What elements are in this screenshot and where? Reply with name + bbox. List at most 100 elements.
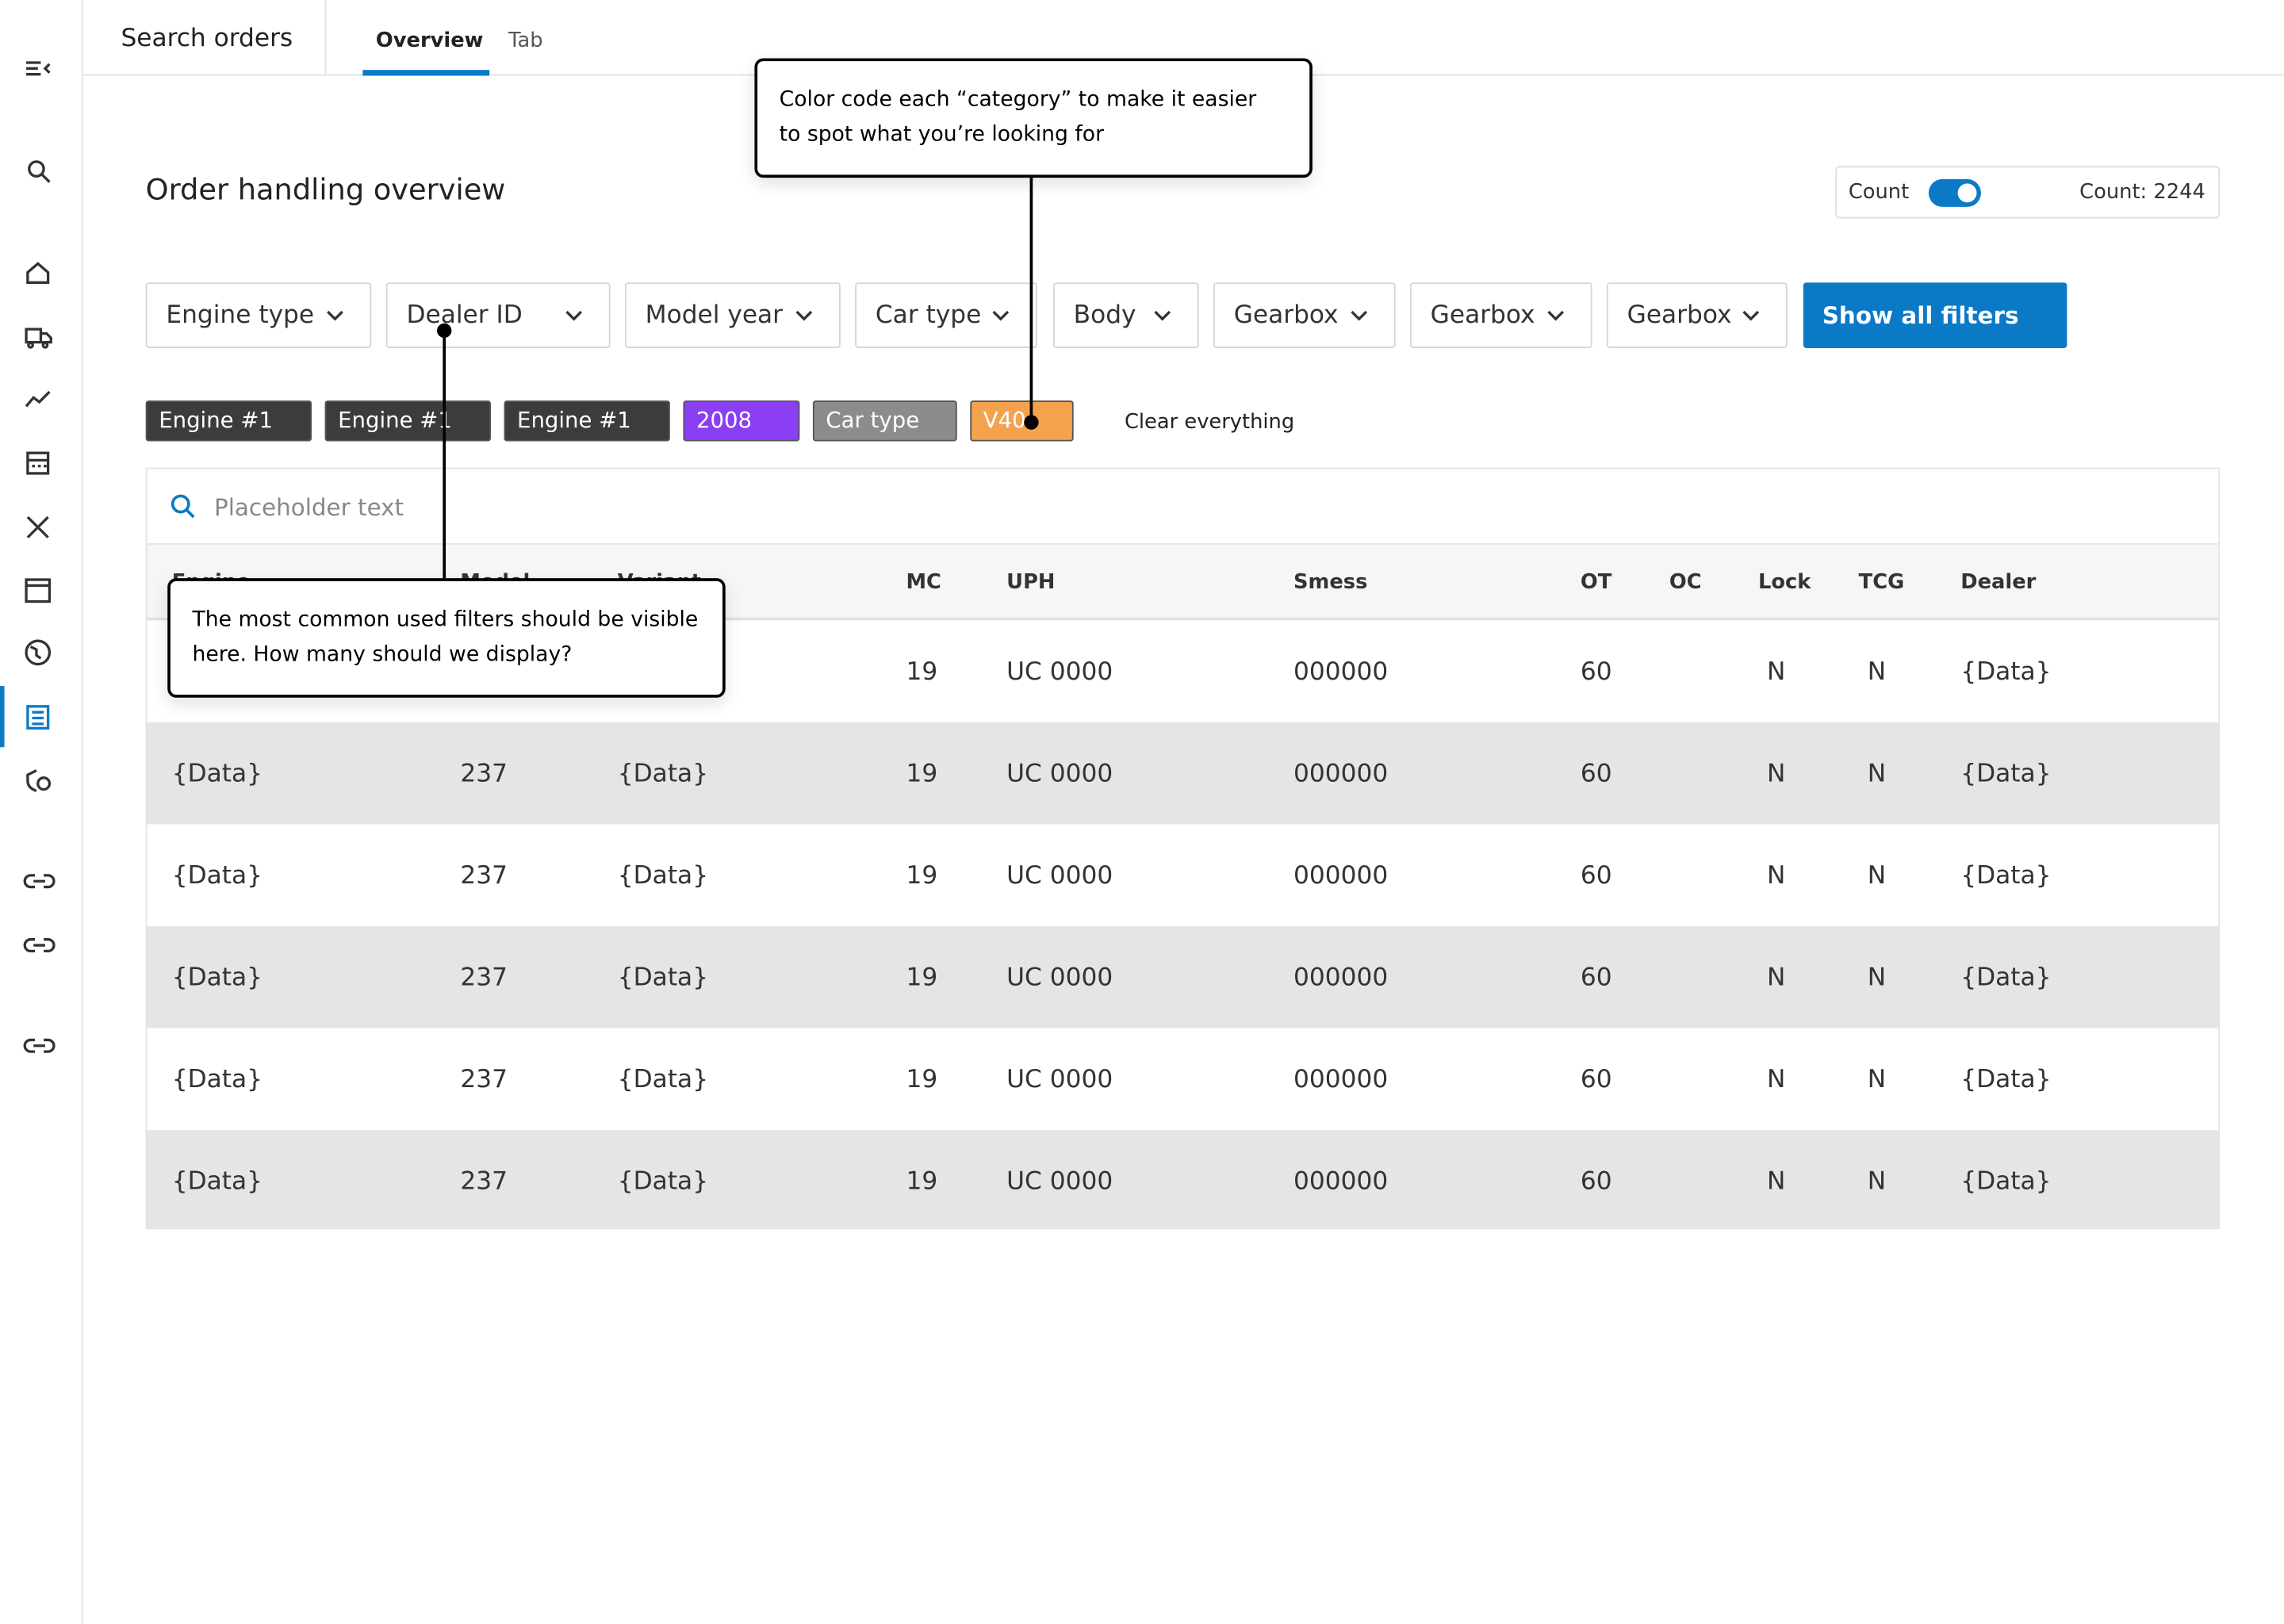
column-header: UPH [1006,571,1056,595]
table-cell: 237 [460,759,508,789]
table-cell: UC 0000 [1006,861,1113,891]
callout-dot [437,323,452,339]
filter-dropdown[interactable]: Model year [624,282,841,348]
show-all-button[interactable]: Show all filters [1803,282,2067,348]
chip-label: V40 [983,407,1026,434]
table: Placeholder textEngineModelVariantMCUPHS… [145,467,2221,1230]
table-row: {Data} 237 {Data} 19 UC 0000 000000 60 N N {Data} [147,824,2219,927]
table-cell: UC 0000 [1006,1065,1113,1095]
table-cell: 000000 [1293,759,1389,789]
table-cell: {Data} [1960,759,2052,789]
table-cell: 19 [906,1167,938,1197]
table-cell: N [1867,1065,1887,1095]
tab[interactable]: Tab [508,29,543,53]
table-cell: {Data} [617,1167,709,1197]
table-cell: {Data} [1960,657,2052,688]
filter-label: Gearbox [1430,301,1535,331]
filter-chip: 2008 [683,400,800,442]
table-cell: {Data} [1960,861,2052,891]
callout-text: The most common used filters should be v… [192,608,699,632]
table-cell: 19 [906,963,938,993]
table-cell: 237 [460,1167,508,1197]
filter-label: Dealer ID [406,301,523,331]
table-row: {Data} 237 {Data} 19 UC 0000 000000 60 N N {Data} [147,926,2219,1028]
active-tab-indicator [362,70,490,76]
filter-dropdown[interactable]: Engine type [145,282,372,348]
filter-dropdown[interactable]: Dealer ID [385,282,611,348]
callout: Color code each “category” to make it ea… [754,58,1313,178]
table-cell: 60 [1580,963,1612,993]
table-cell: 000000 [1293,861,1389,891]
table-cell: 60 [1580,861,1612,891]
table-cell: {Data} [617,1065,709,1095]
table-cell: 19 [906,861,938,891]
table-cell: N [1766,657,1786,688]
table-cell: N [1766,1167,1786,1197]
column-header: OT [1580,571,1612,595]
filter-chip: V40 [970,400,1074,442]
chip-label: 2008 [696,407,753,434]
table-cell: 60 [1580,1167,1612,1197]
table-cell: N [1867,1167,1887,1197]
table-cell: {Data} [1960,1065,2052,1095]
column-header: Lock [1757,571,1811,595]
page-title: Order handling overview [145,171,506,207]
table-cell: N [1766,759,1786,789]
filter-dropdown[interactable]: Body [1052,282,1199,348]
column-header: OC [1669,571,1702,595]
filter-chip: Engine #1 [504,400,670,442]
table-row: {Data} 237 {Data} 19 UC 0000 000000 60 N N {Data} [147,1028,2219,1131]
table-row: {Data} 237 {Data} 19 UC 0000 000000 60 N N {Data} [147,722,2219,825]
sidebar-icons [23,61,56,1053]
column-header: MC [906,571,941,595]
chevron-icon [795,310,813,321]
callout-text: Color code each “category” to make it ea… [779,88,1257,112]
filter-dropdown[interactable]: Gearbox [1606,282,1788,348]
count-label: Count [1848,180,1910,205]
column-header: Dealer [1960,571,2037,595]
filter-chip: Car type [812,400,957,442]
count-box: Count Count: 2244 [1835,166,2221,219]
table-cell: 60 [1580,1065,1612,1095]
table-cell: N [1766,861,1786,891]
callout: The most common used filters should be v… [167,578,726,698]
count-toggle[interactable] [1928,178,1981,207]
filter-dropdown[interactable]: Car type [855,282,1037,348]
button-label: Show all filters [1822,301,2019,330]
table-cell: N [1867,657,1887,688]
tab[interactable]: Overview [375,29,484,53]
filter-label: Model year [645,301,784,331]
filter-dropdown[interactable]: Gearbox [1409,282,1592,348]
table-cell: {Data} [171,759,263,789]
table-cell: 19 [906,1065,938,1095]
filter-label: Gearbox [1233,301,1339,331]
chip-label: Engine #1 [338,407,452,434]
filter-label: Car type [875,301,982,331]
search-icon [185,508,195,519]
table-cell: 000000 [1293,963,1389,993]
chevron-icon [1547,310,1564,321]
chevron-icon [565,310,583,321]
callout-text: here. How many should we display? [192,643,573,667]
table-cell: UC 0000 [1006,759,1113,789]
chip-label: Engine #1 [517,407,631,434]
filter-label: Gearbox [1627,301,1732,331]
filter-dropdown[interactable]: Gearbox [1213,282,1396,348]
filter-label: Body [1073,301,1136,331]
table-cell: {Data} [171,1167,263,1197]
clear-link[interactable]: Clear everything [1124,410,1295,435]
table-cell: N [1867,861,1887,891]
table-cell: 237 [460,1065,508,1095]
table-header: EngineModelVariantMCUPHSmessOTOCLockTCGD… [147,544,2219,621]
table-cell: UC 0000 [1006,1167,1113,1197]
filter-label: Engine type [166,301,315,331]
header-title: Search orders [121,24,293,54]
chip-label: Car type [826,407,920,434]
chevron-icon [1351,310,1368,321]
table-cell: N [1867,759,1887,789]
toggle-knob [1957,183,1977,203]
search-input[interactable]: Placeholder text [147,469,2219,545]
